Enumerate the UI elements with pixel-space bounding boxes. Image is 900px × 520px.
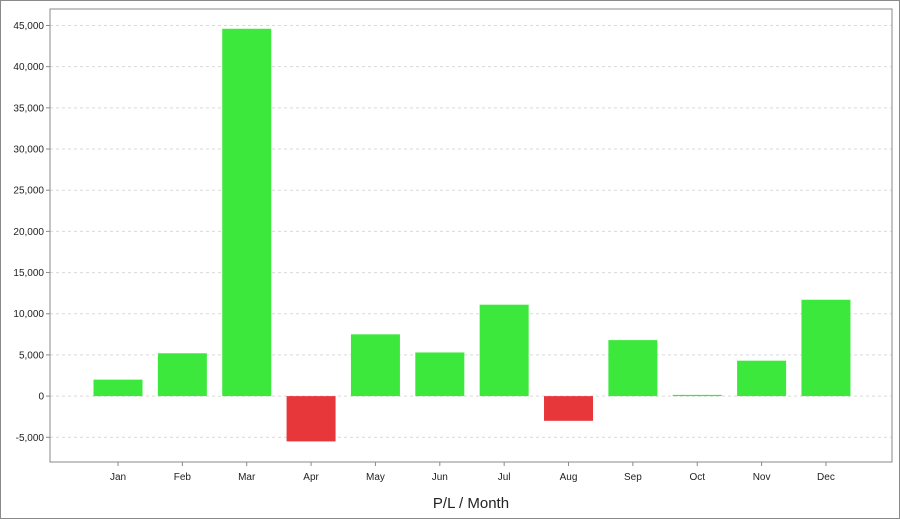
- y-axis-ticks: -5,000 0 5,000 10,000 15,000 20,000 25,000 30,0…: [13, 21, 50, 444]
- x-tick-label: Jan: [110, 472, 126, 483]
- bar-aug: [544, 396, 594, 421]
- x-tick-label: May: [366, 472, 385, 483]
- bar-apr: [286, 396, 336, 442]
- y-tick-label: -5,000: [16, 433, 45, 444]
- bar-jan: [93, 379, 143, 397]
- y-tick-label: 0: [38, 392, 44, 403]
- x-tick-label: Sep: [624, 472, 642, 483]
- x-tick-label: Oct: [689, 472, 705, 483]
- y-tick-label: 10,000: [13, 309, 44, 320]
- y-tick-label: 20,000: [13, 227, 44, 238]
- y-tick-label: 5,000: [19, 350, 44, 361]
- y-tick-label: 15,000: [13, 268, 44, 279]
- y-tick-label: 35,000: [13, 103, 44, 114]
- y-tick-label: 30,000: [13, 145, 44, 156]
- bar-mar: [222, 28, 272, 397]
- bar-nov: [737, 360, 787, 397]
- x-tick-label: Mar: [238, 472, 256, 483]
- plot-area-border: [49, 8, 893, 463]
- y-tick-label: 40,000: [13, 62, 44, 73]
- bar-sep: [608, 340, 658, 397]
- x-tick-label: Apr: [303, 472, 319, 483]
- x-axis-title: P/L / Month: [433, 495, 509, 512]
- x-tick-label: Feb: [174, 472, 192, 483]
- x-tick-label: Jun: [432, 472, 448, 483]
- x-tick-label: Aug: [560, 472, 578, 483]
- bar-jul: [479, 304, 529, 397]
- x-tick-label: Dec: [817, 472, 835, 483]
- gridlines: [50, 24, 892, 438]
- bar-dec: [801, 299, 851, 397]
- bars: [93, 28, 851, 442]
- x-tick-label: Nov: [753, 472, 771, 483]
- bar-may: [350, 334, 400, 397]
- y-tick-label: 45,000: [13, 21, 44, 32]
- y-tick-label: 25,000: [13, 186, 44, 197]
- bar-feb: [157, 353, 207, 397]
- bar-oct: [672, 394, 722, 397]
- x-tick-label: Jul: [498, 472, 511, 483]
- x-axis-ticks: Jan Feb Mar Apr May Jun Jul Aug Sep Oct Nov Dec: [110, 462, 835, 483]
- bar-jun: [415, 352, 465, 397]
